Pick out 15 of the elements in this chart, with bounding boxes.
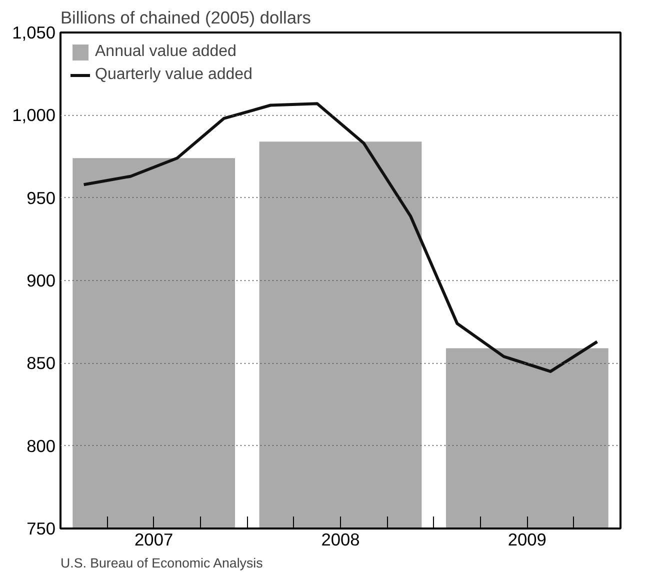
x-tick-label: 2008 (321, 530, 360, 550)
y-tick-label: 750 (26, 518, 56, 538)
y-tick-label: 1,000 (12, 105, 56, 126)
legend-label: Annual value added (95, 43, 236, 61)
line-series (82, 102, 599, 373)
text: U.S. Bureau of Economic Analysis (60, 556, 264, 570)
y-tick-label: 800 (26, 436, 56, 456)
y-axis-title: Billions of chained (2005) dollars (60, 8, 312, 28)
y-tick-label: 850 (26, 353, 56, 374)
legend-label: Quarterly value added (95, 66, 252, 84)
y-tick-label: 950 (26, 188, 56, 208)
x-tick-label: 2007 (134, 530, 174, 550)
x-tick-label: 2009 (508, 530, 546, 550)
y-tick-label: 1,050 (12, 22, 56, 42)
y-tick-label: 900 (26, 270, 56, 290)
